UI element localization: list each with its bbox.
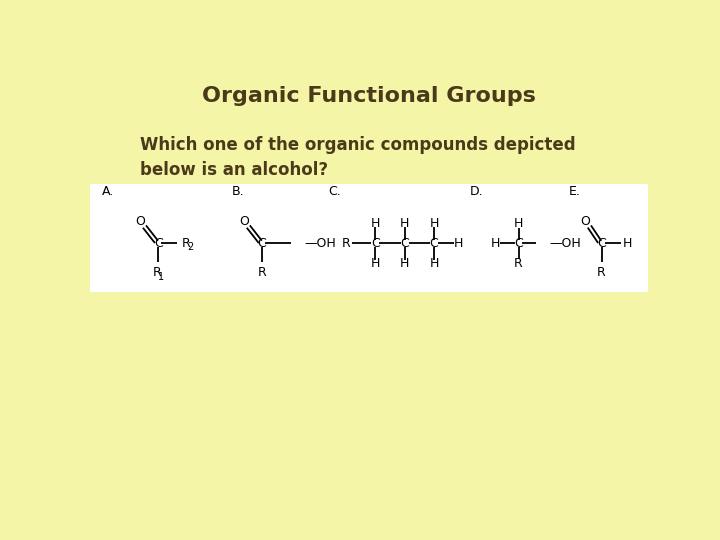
Text: R: R	[514, 257, 523, 270]
Text: H: H	[490, 237, 500, 250]
Text: H: H	[454, 237, 463, 250]
Text: C: C	[597, 237, 606, 250]
Text: H: H	[429, 217, 438, 230]
Text: C: C	[430, 237, 438, 250]
Text: R: R	[342, 237, 351, 250]
Text: —OH: —OH	[305, 237, 336, 250]
Text: 1: 1	[158, 272, 164, 282]
Text: R: R	[181, 237, 191, 250]
Text: H: H	[429, 257, 438, 270]
Text: H: H	[371, 217, 380, 230]
Text: E.: E.	[569, 185, 581, 198]
Text: O: O	[135, 214, 145, 228]
Text: —OH: —OH	[549, 237, 581, 250]
Bar	[90, 184, 648, 292]
Text: C: C	[371, 237, 379, 250]
Text: C.: C.	[329, 185, 341, 198]
Text: B.: B.	[232, 185, 245, 198]
Text: R: R	[258, 266, 266, 279]
Text: C: C	[154, 237, 163, 250]
Text: H: H	[622, 237, 631, 250]
Text: H: H	[400, 257, 410, 270]
Text: R: R	[152, 266, 161, 279]
Text: Which one of the organic compounds depicted
below is an alcohol?: Which one of the organic compounds depic…	[140, 136, 576, 179]
Text: R: R	[597, 266, 606, 279]
Text: H: H	[371, 257, 380, 270]
Text: O: O	[239, 214, 249, 228]
Text: 2: 2	[188, 241, 194, 252]
Text: A.: A.	[102, 185, 114, 198]
Text: Organic Functional Groups: Organic Functional Groups	[202, 86, 536, 106]
Text: C: C	[514, 237, 523, 250]
Text: C: C	[400, 237, 409, 250]
Text: O: O	[580, 214, 590, 228]
Text: C: C	[258, 237, 266, 250]
Text: D.: D.	[469, 185, 483, 198]
Text: H: H	[514, 217, 523, 230]
Text: H: H	[400, 217, 410, 230]
